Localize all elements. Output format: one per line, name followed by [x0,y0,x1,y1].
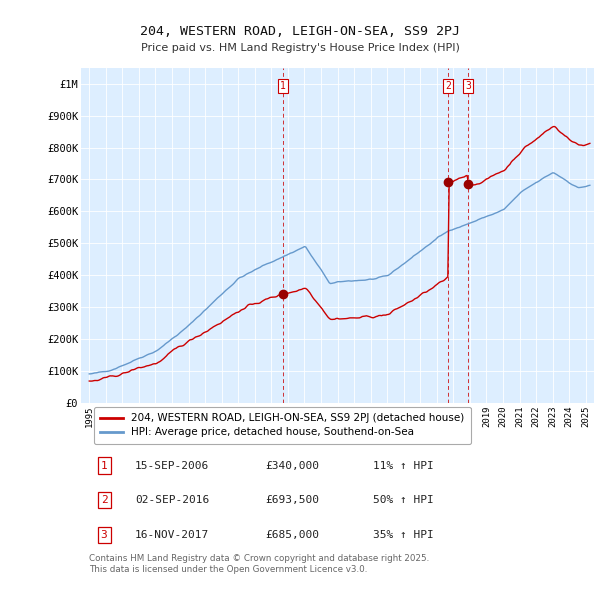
Text: £340,000: £340,000 [266,461,320,470]
Text: 2: 2 [445,81,451,91]
Text: 11% ↑ HPI: 11% ↑ HPI [373,461,434,470]
Text: 50% ↑ HPI: 50% ↑ HPI [373,496,434,506]
Text: 1: 1 [101,461,107,470]
Text: 2: 2 [101,496,107,506]
Text: 204, WESTERN ROAD, LEIGH-ON-SEA, SS9 2PJ: 204, WESTERN ROAD, LEIGH-ON-SEA, SS9 2PJ [140,25,460,38]
Legend: 204, WESTERN ROAD, LEIGH-ON-SEA, SS9 2PJ (detached house), HPI: Average price, d: 204, WESTERN ROAD, LEIGH-ON-SEA, SS9 2PJ… [94,407,471,444]
Text: 3: 3 [465,81,471,91]
Text: 02-SEP-2016: 02-SEP-2016 [135,496,209,506]
Text: Contains HM Land Registry data © Crown copyright and database right 2025.
This d: Contains HM Land Registry data © Crown c… [89,554,429,573]
Text: Price paid vs. HM Land Registry's House Price Index (HPI): Price paid vs. HM Land Registry's House … [140,43,460,53]
Text: £693,500: £693,500 [266,496,320,506]
Text: 15-SEP-2006: 15-SEP-2006 [135,461,209,470]
Text: 16-NOV-2017: 16-NOV-2017 [135,530,209,540]
Text: 35% ↑ HPI: 35% ↑ HPI [373,530,434,540]
Text: £685,000: £685,000 [266,530,320,540]
Text: 1: 1 [280,81,286,91]
Text: 3: 3 [101,530,107,540]
